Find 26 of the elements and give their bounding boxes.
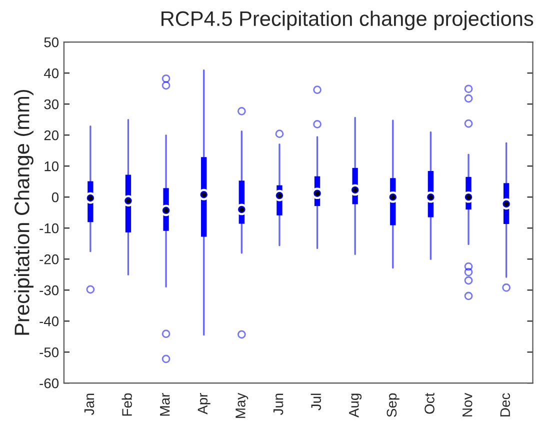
x-tick-label: Jun bbox=[274, 394, 284, 415]
x-tick-label: Mar bbox=[160, 393, 170, 416]
y-tick-label: -50 bbox=[40, 347, 59, 358]
y-tick-label: 50 bbox=[44, 37, 59, 48]
x-tick-label: Jan bbox=[84, 394, 94, 415]
x-tick-label: Feb bbox=[122, 393, 132, 416]
x-tick-label: Jul bbox=[310, 394, 322, 410]
x-tick-label: Nov bbox=[462, 392, 472, 416]
chart-title: RCP4.5 Precipitation change projections bbox=[162, 10, 534, 30]
x-tick-label: Apr bbox=[198, 393, 210, 414]
y-tick-label: -60 bbox=[40, 378, 59, 388]
y-tick-label: 10 bbox=[44, 161, 59, 172]
y-axis-title: Precipitation Change (mm) bbox=[14, 90, 34, 335]
x-tick-label: May bbox=[236, 392, 248, 418]
y-tick-label: 40 bbox=[44, 68, 59, 78]
x-tick-label: Oct bbox=[424, 392, 434, 414]
y-tick-label: 30 bbox=[44, 99, 59, 110]
y-tick-label: -20 bbox=[40, 254, 59, 264]
y-tick-label: -30 bbox=[40, 285, 59, 296]
y-tick-label: -40 bbox=[40, 316, 59, 326]
y-tick-label: 0 bbox=[52, 192, 59, 202]
y-tick-label: 20 bbox=[44, 130, 59, 140]
x-tick-label: Sep bbox=[386, 393, 400, 417]
y-tick-label: -10 bbox=[40, 223, 59, 234]
x-tick-label: Dec bbox=[500, 393, 510, 416]
x-tick-label: Aug bbox=[349, 394, 362, 418]
